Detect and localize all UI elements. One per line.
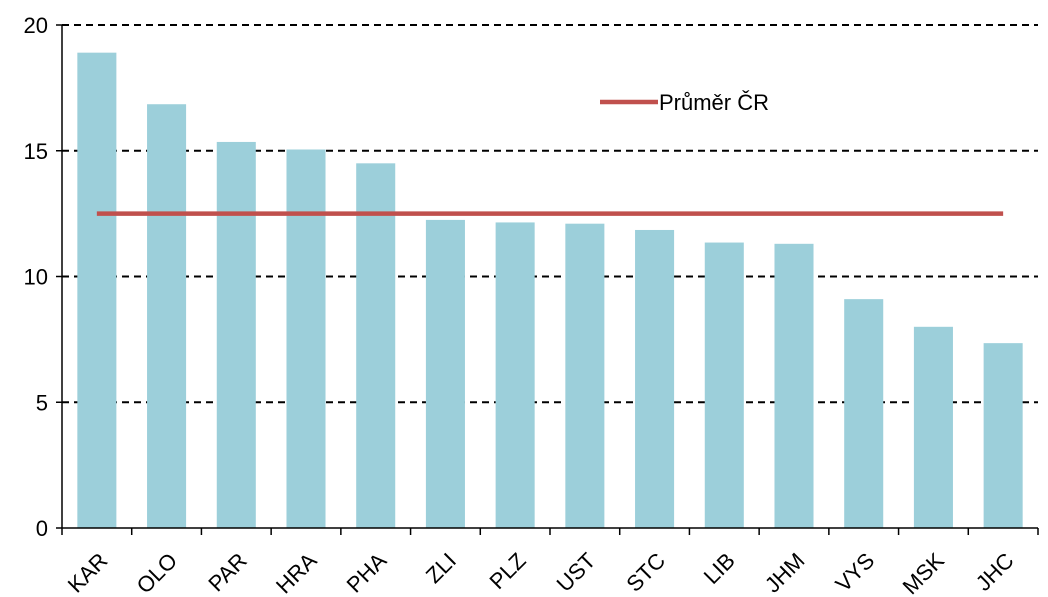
legend-label: Průměr ČR bbox=[659, 90, 769, 115]
x-tick-label-jhc: JHC bbox=[971, 548, 1019, 596]
bars bbox=[77, 52, 1023, 529]
x-tick-label-msk: MSK bbox=[898, 548, 950, 597]
x-tick-label-hra: HRA bbox=[271, 548, 322, 597]
bar-par bbox=[216, 141, 256, 528]
x-tick-label-ust: UST bbox=[552, 548, 601, 597]
legend: Průměr ČR bbox=[600, 90, 769, 115]
bar-lib bbox=[704, 242, 744, 529]
x-tick-label-jhm: JHM bbox=[760, 548, 810, 597]
bar-olo bbox=[147, 104, 187, 528]
y-tick-label: 0 bbox=[36, 516, 48, 541]
bar-kar bbox=[77, 52, 117, 528]
bar-pha bbox=[356, 163, 396, 528]
y-tick-label: 15 bbox=[24, 139, 48, 164]
y-tick-label: 20 bbox=[24, 13, 48, 38]
x-tick-label-par: PAR bbox=[203, 548, 252, 597]
x-tick-label-pha: PHA bbox=[342, 548, 392, 597]
x-tick-label-zli: ZLI bbox=[421, 548, 461, 588]
y-tick-label: 5 bbox=[36, 390, 48, 415]
x-tick-label-stc: STC bbox=[621, 548, 670, 597]
bar-plz bbox=[495, 222, 535, 529]
x-tick-label-olo: OLO bbox=[132, 548, 183, 597]
x-tick-label-kar: KAR bbox=[63, 548, 113, 597]
x-tick-label-plz: PLZ bbox=[484, 548, 530, 594]
y-tick-label: 10 bbox=[24, 265, 48, 290]
x-tick-labels: KAR OLO PAR HRA PHA ZLI PLZ UST STC LIB JHM VYS MSK J… bbox=[63, 548, 1019, 597]
bar-jhm bbox=[774, 243, 814, 528]
x-tick-label-lib: LIB bbox=[699, 548, 740, 589]
x-tick-label-vys: VYS bbox=[830, 548, 879, 597]
axes bbox=[56, 24, 1039, 535]
bar-vys bbox=[844, 299, 884, 528]
bar-hra bbox=[286, 149, 326, 528]
bar-jhc bbox=[983, 343, 1023, 528]
bar-msk bbox=[913, 326, 953, 528]
y-tick-labels: 0 5 10 15 20 bbox=[24, 13, 48, 541]
bar-ust bbox=[565, 223, 605, 528]
bar-stc bbox=[635, 229, 675, 528]
bar-zli bbox=[425, 219, 465, 528]
